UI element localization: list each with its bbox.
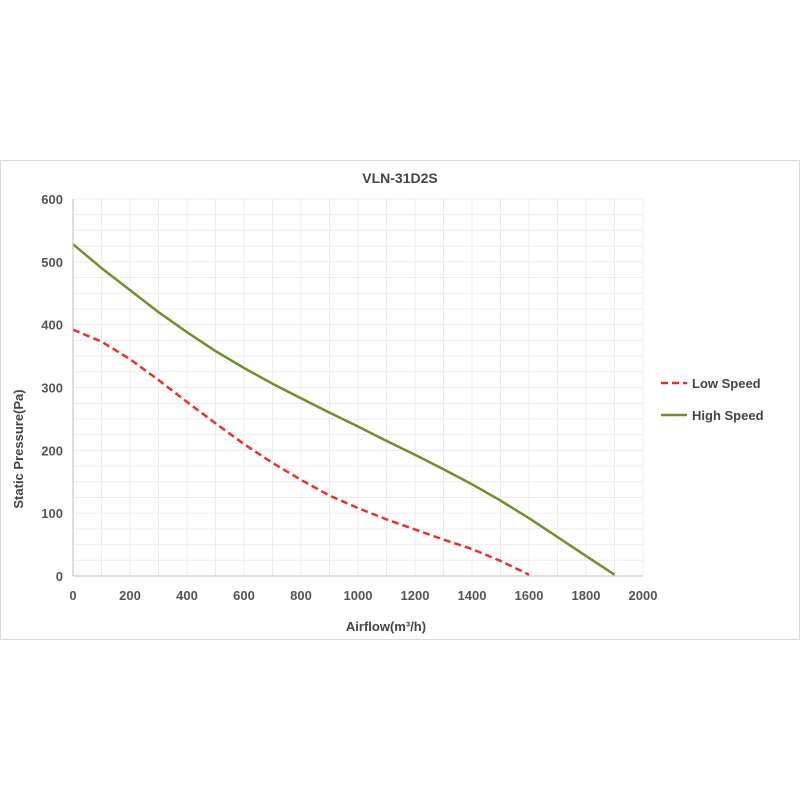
x-tick-label: 1600: [515, 588, 544, 603]
x-tick-label: 1400: [458, 588, 487, 603]
x-tick-label: 1800: [572, 588, 601, 603]
y-tick-label: 400: [41, 318, 63, 333]
x-tick-label: 800: [290, 588, 312, 603]
chart-title: VLN-31D2S: [362, 170, 437, 186]
x-tick-label: 0: [69, 588, 76, 603]
axes: 0 200 400 600 800 1000 1200 1400 1600 1800 2000 0 10…: [41, 192, 657, 603]
y-tick-label: 300: [41, 381, 63, 396]
chart-frame: 0 200 400 600 800 1000 1200 1400 1600 1800 2000 0 10…: [0, 160, 800, 640]
legend-label: High Speed: [692, 408, 764, 423]
y-tick-label: 500: [41, 255, 63, 270]
static-pressure-chart: 0 200 400 600 800 1000 1200 1400 1600 1800 2000 0 10…: [11, 170, 764, 634]
series-line-high-speed: [72, 243, 616, 576]
legend: Low Speed High Speed: [661, 376, 764, 423]
series-lines: [72, 243, 616, 576]
y-tick-label: 600: [41, 192, 63, 207]
x-tick-label: 600: [233, 588, 255, 603]
x-tick-label: 1200: [401, 588, 430, 603]
legend-label: Low Speed: [692, 376, 761, 391]
y-tick-label: 100: [41, 506, 63, 521]
grid: [72, 198, 644, 577]
x-tick-label: 200: [119, 588, 141, 603]
x-tick-label: 1000: [344, 588, 373, 603]
x-axis-title: Airflow(m³/h): [346, 619, 426, 634]
y-tick-label: 200: [41, 443, 63, 458]
x-tick-label: 400: [176, 588, 198, 603]
x-tick-label: 2000: [629, 588, 658, 603]
y-tick-label: 0: [56, 569, 63, 584]
y-axis-title: Static Pressure(Pa): [11, 389, 26, 508]
